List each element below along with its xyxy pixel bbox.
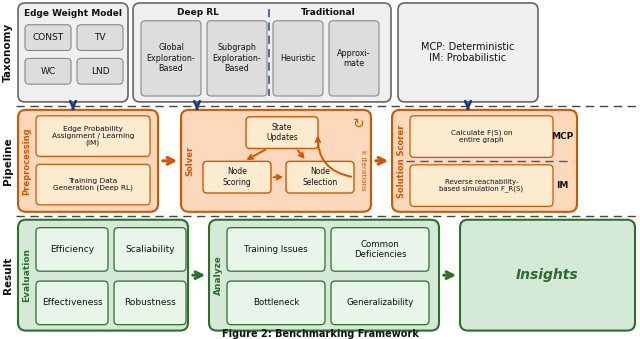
- Text: Deep RL: Deep RL: [177, 8, 219, 17]
- FancyBboxPatch shape: [36, 228, 108, 271]
- Text: Effectiveness: Effectiveness: [42, 298, 102, 307]
- Text: WC: WC: [40, 67, 56, 76]
- Text: Subgraph
Exploration-
Based: Subgraph Exploration- Based: [212, 43, 261, 73]
- FancyBboxPatch shape: [331, 281, 429, 325]
- FancyBboxPatch shape: [207, 21, 267, 96]
- Text: Scaliability: Scaliability: [125, 245, 175, 254]
- FancyBboxPatch shape: [114, 228, 186, 271]
- Text: Figure 2: Benchmarking Framework: Figure 2: Benchmarking Framework: [221, 328, 419, 339]
- FancyBboxPatch shape: [410, 165, 553, 206]
- FancyBboxPatch shape: [331, 228, 429, 271]
- Text: Solution Scorer: Solution Scorer: [397, 124, 406, 198]
- Text: Edge Probability
Assignment / Learning
(IM): Edge Probability Assignment / Learning (…: [52, 126, 134, 146]
- FancyBboxPatch shape: [181, 110, 371, 212]
- FancyBboxPatch shape: [460, 220, 635, 331]
- FancyBboxPatch shape: [36, 116, 150, 156]
- Text: Approxi-
mate: Approxi- mate: [337, 49, 371, 68]
- Text: MCP: Deterministic
IM: Probabilistic: MCP: Deterministic IM: Probabilistic: [421, 42, 515, 63]
- FancyBboxPatch shape: [18, 110, 158, 212]
- Text: Training Issues: Training Issues: [244, 245, 308, 254]
- FancyBboxPatch shape: [25, 58, 71, 84]
- Text: Solver: Solver: [186, 146, 195, 176]
- FancyBboxPatch shape: [203, 161, 271, 193]
- Text: MCP: MCP: [551, 132, 573, 141]
- FancyBboxPatch shape: [25, 25, 71, 51]
- Text: Bottleneck: Bottleneck: [253, 298, 299, 307]
- Text: TV: TV: [94, 33, 106, 42]
- FancyBboxPatch shape: [18, 3, 128, 102]
- Text: Node
Scoring: Node Scoring: [223, 167, 252, 187]
- Text: Insights: Insights: [516, 268, 579, 282]
- FancyBboxPatch shape: [18, 220, 188, 331]
- Text: Traditional: Traditional: [301, 8, 355, 17]
- Text: Edge Weight Model: Edge Weight Model: [24, 9, 122, 18]
- Text: IM: IM: [556, 181, 568, 190]
- FancyBboxPatch shape: [227, 228, 325, 271]
- FancyBboxPatch shape: [246, 117, 318, 148]
- FancyBboxPatch shape: [77, 58, 123, 84]
- Text: Pipeline: Pipeline: [3, 137, 13, 185]
- Text: Taxonomy: Taxonomy: [3, 23, 13, 82]
- Text: ↻: ↻: [353, 117, 365, 131]
- FancyBboxPatch shape: [141, 21, 201, 96]
- Text: Heuristic: Heuristic: [280, 54, 316, 63]
- Text: Calculate F(S) on
entire graph: Calculate F(S) on entire graph: [451, 130, 512, 143]
- FancyBboxPatch shape: [209, 220, 439, 331]
- Text: Result: Result: [3, 257, 13, 294]
- Text: Preprocessing: Preprocessing: [22, 127, 31, 195]
- Text: Analyze: Analyze: [214, 255, 223, 295]
- FancyBboxPatch shape: [398, 3, 538, 102]
- FancyBboxPatch shape: [273, 21, 323, 96]
- FancyBboxPatch shape: [410, 116, 553, 157]
- Text: Evaluation: Evaluation: [22, 248, 31, 302]
- Text: Robustness: Robustness: [124, 298, 176, 307]
- Text: Global
Exploration-
Based: Global Exploration- Based: [147, 43, 195, 73]
- FancyBboxPatch shape: [392, 110, 577, 212]
- Text: Training Data
Generation (Deep RL): Training Data Generation (Deep RL): [53, 178, 133, 191]
- Text: LND: LND: [91, 67, 109, 76]
- Text: Node
Selection: Node Selection: [302, 167, 338, 187]
- Text: k iterations: k iterations: [360, 151, 366, 191]
- FancyBboxPatch shape: [114, 281, 186, 325]
- FancyBboxPatch shape: [133, 3, 391, 102]
- Text: Common
Deficiencies: Common Deficiencies: [354, 240, 406, 259]
- FancyBboxPatch shape: [227, 281, 325, 325]
- FancyBboxPatch shape: [286, 161, 354, 193]
- Text: Reverse reachability-
based simulation F_R(S): Reverse reachability- based simulation F…: [440, 179, 524, 193]
- FancyBboxPatch shape: [329, 21, 379, 96]
- Text: State
Updates: State Updates: [266, 123, 298, 142]
- FancyBboxPatch shape: [36, 281, 108, 325]
- Text: CONST: CONST: [33, 33, 63, 42]
- Text: Generalizability: Generalizability: [346, 298, 413, 307]
- FancyBboxPatch shape: [77, 25, 123, 51]
- Text: Efficiency: Efficiency: [50, 245, 94, 254]
- FancyBboxPatch shape: [36, 164, 150, 205]
